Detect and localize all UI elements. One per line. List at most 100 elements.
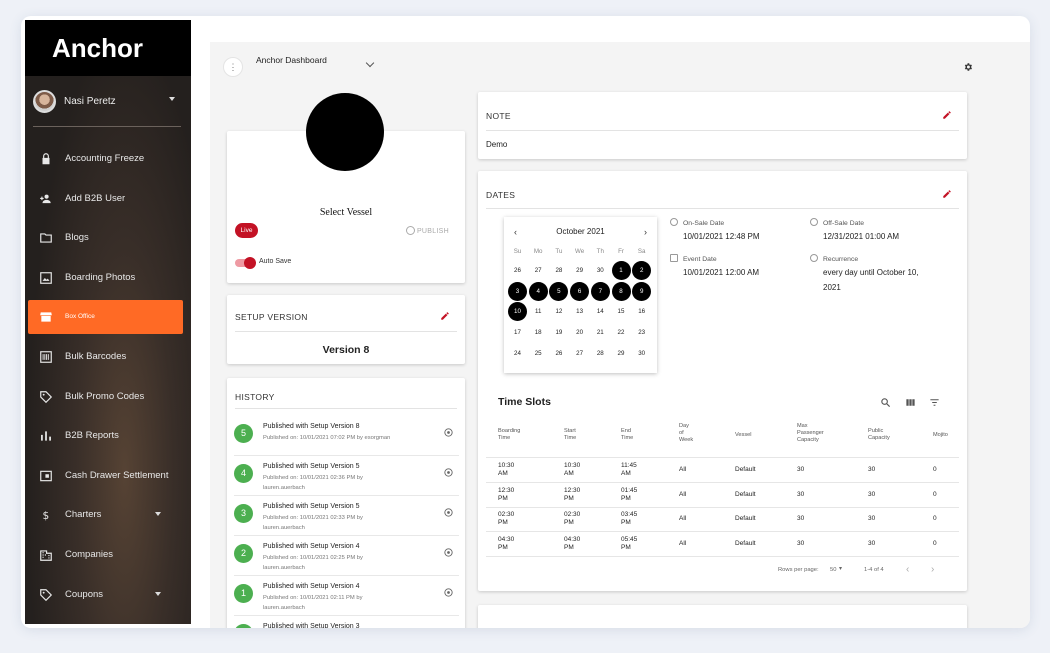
nav-blogs[interactable]: Blogs xyxy=(28,221,183,255)
previous-page-button[interactable]: ‹ xyxy=(906,564,910,575)
calendar-day[interactable]: 26 xyxy=(555,349,563,357)
calendar-day[interactable]: 15 xyxy=(617,308,625,316)
nav-box-office[interactable]: Box Office xyxy=(28,300,183,335)
next-page-button[interactable]: › xyxy=(931,564,935,575)
column-header[interactable]: End Time xyxy=(621,428,633,442)
chevron-down-icon[interactable] xyxy=(155,591,161,596)
user-menu[interactable]: Nasi Peretz xyxy=(33,90,181,114)
auto-save-toggle[interactable] xyxy=(235,257,256,269)
calendar-day[interactable]: 27 xyxy=(576,349,584,357)
calendar-day[interactable]: 11 xyxy=(534,308,542,316)
brand-header[interactable]: Anchor xyxy=(25,20,191,76)
calendar-day[interactable]: 25 xyxy=(534,349,542,357)
chevron-down-icon[interactable]: ▾ xyxy=(839,566,842,572)
calendar-day[interactable]: 8 xyxy=(611,281,631,301)
calendar-day[interactable]: 29 xyxy=(576,267,584,274)
calendar-day[interactable]: 6 xyxy=(570,281,590,301)
columns-icon[interactable] xyxy=(905,397,916,408)
calendar-day[interactable]: 18 xyxy=(534,329,542,337)
filter-icon[interactable] xyxy=(929,397,940,408)
restore-icon[interactable] xyxy=(443,507,454,518)
calendar-day[interactable]: 5 xyxy=(549,281,569,301)
restore-icon[interactable] xyxy=(443,587,454,598)
calendar-day[interactable]: 22 xyxy=(617,329,625,337)
column-header[interactable]: Max Passenger Capacity xyxy=(797,423,824,444)
nav-cash-drawer-settlement[interactable]: Cash Drawer Settlement xyxy=(28,459,183,493)
calendar-day[interactable]: 24 xyxy=(514,349,521,357)
history-item[interactable]: 1 Published with Setup Version 4 Published… xyxy=(234,580,454,620)
history-item[interactable]: 3 Published with Setup Version 5 Published… xyxy=(234,500,454,540)
column-header[interactable]: Start Time xyxy=(564,428,576,442)
calendar-day[interactable]: 2 xyxy=(632,261,652,280)
chevron-left-icon[interactable]: ‹ xyxy=(514,227,517,237)
calendar-day[interactable]: 13 xyxy=(576,308,584,316)
column-header[interactable]: Day of Week xyxy=(679,423,693,444)
nav-add-b2b-user[interactable]: Add B2B User xyxy=(28,182,183,216)
chevron-down-icon[interactable] xyxy=(155,512,161,517)
calendar-day[interactable]: 28 xyxy=(596,349,604,357)
restore-icon[interactable] xyxy=(443,427,454,438)
restore-icon[interactable] xyxy=(443,467,454,478)
history-item[interactable]: 5 Published with Setup Version 8 Published… xyxy=(234,420,454,460)
history-card: HISTORY 5 Published with Setup Version 8 P… xyxy=(227,378,465,628)
calendar-day[interactable]: 9 xyxy=(632,281,652,301)
rows-per-page-select[interactable]: 50 xyxy=(830,567,837,573)
edit-icon[interactable] xyxy=(440,311,450,321)
more-menu-button[interactable]: ⋮ xyxy=(223,57,243,77)
history-item[interactable]: ★ Published with Setup Version 3 xyxy=(234,620,454,628)
calendar-day[interactable]: 26 xyxy=(514,267,521,274)
nav-accounting-freeze[interactable]: Accounting Freeze xyxy=(28,142,183,176)
calendar-day[interactable]: 12 xyxy=(555,308,563,316)
calendar-day[interactable]: 10 xyxy=(508,302,527,322)
sidebar-item-label: Coupons xyxy=(65,588,104,600)
sidebar: Anchor Nasi Peretz Accounting Freeze Add … xyxy=(25,20,191,624)
calendar-day[interactable]: 16 xyxy=(638,308,646,316)
vessel-image[interactable] xyxy=(306,93,384,171)
calendar-day[interactable]: 30 xyxy=(638,349,646,357)
calendar-day[interactable]: 30 xyxy=(596,267,604,274)
nav-bulk-barcodes[interactable]: Bulk Barcodes xyxy=(28,340,183,374)
calendar-day[interactable]: 1 xyxy=(611,261,631,280)
gear-icon[interactable] xyxy=(963,62,973,72)
history-item[interactable]: 4 Published with Setup Version 5 Published… xyxy=(234,460,454,500)
nav-companies[interactable]: Companies xyxy=(28,538,183,572)
restore-icon[interactable] xyxy=(443,627,454,628)
nav-bulk-promo-codes[interactable]: Bulk Promo Codes xyxy=(28,380,183,414)
chevron-right-icon[interactable]: › xyxy=(644,227,647,237)
column-header[interactable]: Vessel xyxy=(735,432,751,439)
calendar-day[interactable]: 20 xyxy=(576,329,584,337)
calendar-day[interactable]: 27 xyxy=(534,267,542,274)
search-icon[interactable] xyxy=(880,397,891,408)
nav-b2b-reports[interactable]: B2B Reports xyxy=(28,419,183,453)
select-vessel-label[interactable]: Select Vessel xyxy=(319,207,373,218)
edit-icon[interactable] xyxy=(942,189,952,199)
calendar-day[interactable]: 7 xyxy=(590,281,610,301)
nav-coupons[interactable]: Coupons xyxy=(28,578,183,612)
edit-icon[interactable] xyxy=(942,110,952,120)
nav-boarding-photos[interactable]: Boarding Photos xyxy=(28,261,183,295)
calendar-day[interactable]: 23 xyxy=(638,329,646,337)
calendar-day[interactable]: 3 xyxy=(508,281,527,301)
history-item[interactable]: 2 Published with Setup Version 4 Published… xyxy=(234,540,454,580)
publish-button[interactable]: PUBLISH xyxy=(405,226,449,235)
restore-icon[interactable] xyxy=(443,547,454,558)
avatar xyxy=(33,90,56,113)
table-cell: 0 xyxy=(933,466,937,474)
column-header[interactable]: Mojito xyxy=(933,432,948,439)
calendar-day[interactable]: 14 xyxy=(596,308,604,316)
calendar-day[interactable]: 28 xyxy=(555,267,563,274)
chevron-down-icon[interactable] xyxy=(365,58,375,68)
calendar-day[interactable]: 19 xyxy=(555,329,563,337)
column-header[interactable]: Boarding Time xyxy=(498,428,520,442)
table-cell-text: Default xyxy=(735,466,756,473)
calendar-day[interactable]: 17 xyxy=(514,329,521,337)
calendar-day[interactable]: 29 xyxy=(617,349,625,357)
dashboard-title[interactable]: Anchor Dashboard xyxy=(256,55,327,65)
sidebar-item-label: Bulk Barcodes xyxy=(65,351,127,362)
date-picker: ‹ October 2021 › Su Mo Tu We Th Fr Sa 26 27 28 29 3… xyxy=(504,217,657,373)
column-header[interactable]: Public Capacity xyxy=(868,428,890,442)
nav-charters[interactable]: $ Charters xyxy=(28,498,183,532)
divider xyxy=(486,130,959,131)
calendar-day[interactable]: 4 xyxy=(528,281,548,301)
calendar-day[interactable]: 21 xyxy=(596,329,604,337)
